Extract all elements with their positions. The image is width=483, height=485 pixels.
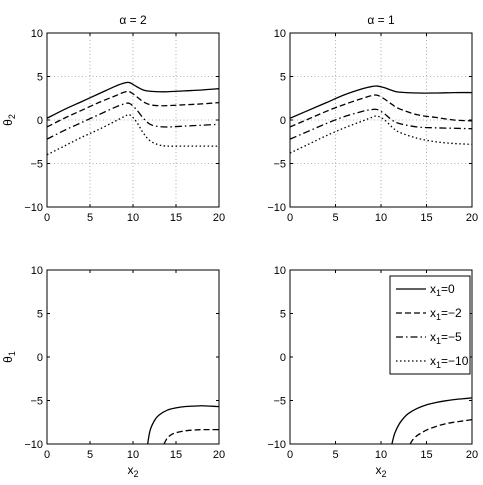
- legend-entry: x1=−5: [396, 330, 462, 346]
- series-line-solid: [289, 85, 473, 119]
- legend-label: x1=−2: [430, 306, 462, 322]
- y-tick-label: 5: [37, 72, 43, 84]
- series-line-dashed: [163, 428, 219, 445]
- y-axis-label: θ1: [1, 351, 17, 363]
- x-tick-label: 5: [87, 449, 93, 461]
- y-tick-label: 10: [31, 28, 43, 40]
- x-tick-label: 20: [466, 212, 478, 224]
- panel-title: α = 1: [367, 13, 395, 27]
- x-tick-label: 0: [287, 212, 293, 224]
- x-tick-label: 20: [213, 212, 225, 224]
- panel-top-right: 0 5 10 15 20 10 5 0 −5 −10 α = 1: [267, 13, 478, 224]
- x-tick-label: 15: [170, 449, 182, 461]
- x-tick-label: 10: [375, 212, 387, 224]
- x-tick-label: 20: [213, 449, 225, 461]
- y-tick-label: −10: [24, 202, 43, 214]
- panel-top-left: 0 5 10 15 20 10 5 0 −5 −10 α = 2 θ2: [1, 13, 225, 224]
- y-tick-label: 0: [37, 115, 43, 127]
- y-tick-label: 0: [37, 352, 43, 364]
- y-tick-label: 5: [280, 309, 286, 321]
- y-tick-label: 5: [280, 72, 286, 84]
- x-tick-label: 0: [287, 449, 293, 461]
- series-line-dotted: [46, 113, 219, 156]
- y-tick-label: 10: [274, 265, 286, 277]
- series-line-dashed: [289, 94, 473, 128]
- y-axis-label: θ2: [1, 114, 17, 126]
- x-tick-label: 0: [44, 212, 50, 224]
- legend: x1=0 x1=−2 x1=−5 x1=−10: [389, 275, 471, 375]
- panel-bottom-right: 0 5 10 15 20 10 5 0 −5 −10 x2 x1=0 x1=−2 x1=−5 x1…: [267, 265, 478, 479]
- x-axis-label: x2: [375, 463, 386, 479]
- y-tick-label: 10: [274, 28, 286, 40]
- series-line-solid: [391, 397, 473, 445]
- y-tick-label: −10: [267, 439, 286, 451]
- x-tick-label: 10: [127, 212, 139, 224]
- series-line-solid: [46, 81, 220, 119]
- panel-title: α = 2: [119, 13, 147, 27]
- y-tick-label: −5: [30, 159, 43, 171]
- series-line-dashed: [409, 418, 473, 445]
- y-tick-label: −5: [273, 396, 286, 408]
- x-tick-label: 10: [127, 449, 139, 461]
- x-tick-label: 15: [420, 449, 432, 461]
- legend-box: [389, 275, 471, 375]
- series-line-dashdot: [46, 102, 220, 140]
- y-tick-label: −5: [30, 396, 43, 408]
- x-axis-label: x2: [127, 463, 138, 479]
- y-tick-label: −10: [267, 202, 286, 214]
- legend-label: x1=−5: [430, 330, 462, 346]
- legend-entry: x1=−2: [396, 306, 462, 322]
- legend-entry: x1=0: [396, 282, 455, 298]
- series-line-solid: [146, 405, 220, 445]
- x-tick-label: 10: [375, 449, 387, 461]
- x-tick-label: 20: [466, 449, 478, 461]
- x-tick-label: 5: [332, 212, 338, 224]
- x-tick-label: 15: [420, 212, 432, 224]
- x-tick-label: 0: [44, 449, 50, 461]
- x-tick-label: 15: [170, 212, 182, 224]
- x-tick-label: 5: [87, 212, 93, 224]
- y-tick-label: 0: [280, 115, 286, 127]
- x-tick-label: 5: [332, 449, 338, 461]
- legend-label: x1=0: [430, 282, 455, 298]
- y-tick-label: −5: [273, 159, 286, 171]
- y-tick-label: 0: [280, 352, 286, 364]
- y-tick-label: −10: [24, 439, 43, 451]
- legend-entry: x1=−10: [396, 354, 469, 370]
- y-tick-label: 5: [37, 309, 43, 321]
- y-tick-label: 10: [31, 265, 43, 277]
- panel-bottom-left: 0 5 10 15 20 10 5 0 −5 −10 θ1 x2: [1, 265, 225, 479]
- legend-label: x1=−10: [430, 354, 469, 370]
